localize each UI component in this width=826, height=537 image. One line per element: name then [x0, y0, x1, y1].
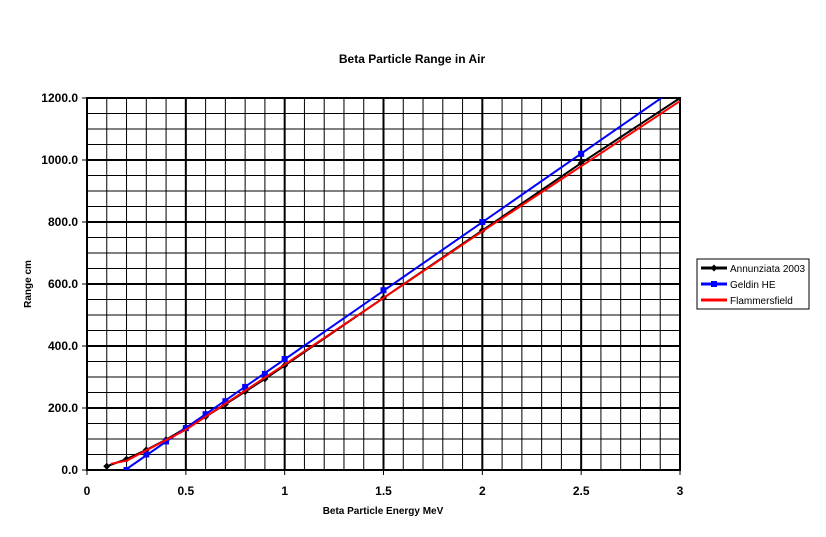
- y-tick-label: 400.0: [48, 339, 78, 353]
- y-tick-label: 200.0: [48, 401, 78, 415]
- series-clip-group: [103, 98, 680, 470]
- x-tick-label: 2.5: [573, 484, 590, 498]
- x-tick-label: 2: [479, 484, 486, 498]
- plot-grid: [86, 97, 681, 471]
- legend-label-geldin-he: Geldin HE: [730, 280, 776, 291]
- data-point-geldin-he: [281, 356, 288, 363]
- legend: Annunziata 2003 Geldin HE Flammersfield: [696, 258, 810, 310]
- data-point-geldin-he: [261, 370, 268, 377]
- y-axis-label: Range cm: [23, 260, 34, 308]
- legend-marker-geldin-he: [711, 281, 717, 287]
- series-line-flammersfield: [110, 100, 680, 465]
- legend-label-annunziata-2003: Annunziata 2003: [730, 264, 806, 275]
- data-point-geldin-he: [578, 150, 585, 157]
- data-point-geldin-he: [182, 425, 189, 432]
- data-point-geldin-he: [163, 438, 170, 445]
- y-tick-label: 1000.0: [41, 153, 78, 167]
- data-point-geldin-he: [123, 467, 130, 470]
- x-tick-label: 3: [677, 484, 684, 498]
- tick-labels: 0 0.5 1 1.5 2 2.5 3 0.0 200.0 400.0 600.0 800.0 1000…: [41, 91, 683, 498]
- legend-marker-annunziata-2003: [710, 264, 718, 272]
- series-layer: [103, 98, 680, 470]
- y-tick-label: 1200.0: [41, 91, 78, 105]
- y-tick-label: 800.0: [48, 215, 78, 229]
- data-point-geldin-he: [202, 411, 209, 418]
- data-point-geldin-he: [380, 287, 387, 294]
- legend-label-flammersfield: Flammersfield: [730, 296, 793, 307]
- data-point-geldin-he: [222, 398, 229, 405]
- data-point-geldin-he: [143, 451, 150, 458]
- x-tick-label: 1.5: [375, 484, 392, 498]
- y-tick-label: 600.0: [48, 277, 78, 291]
- x-tick-label: 0: [84, 484, 91, 498]
- series-line-geldin-he: [123, 98, 664, 470]
- chart-title: Beta Particle Range in Air: [339, 52, 486, 66]
- y-tick-label: 0.0: [61, 463, 78, 477]
- data-point-geldin-he: [242, 383, 249, 390]
- data-point-annunziata-2003: [103, 462, 111, 470]
- x-axis-label: Beta Particle Energy MeV: [323, 506, 444, 517]
- data-point-geldin-he: [479, 219, 486, 225]
- x-tick-label: 0.5: [177, 484, 194, 498]
- x-tick-label: 1: [281, 484, 288, 498]
